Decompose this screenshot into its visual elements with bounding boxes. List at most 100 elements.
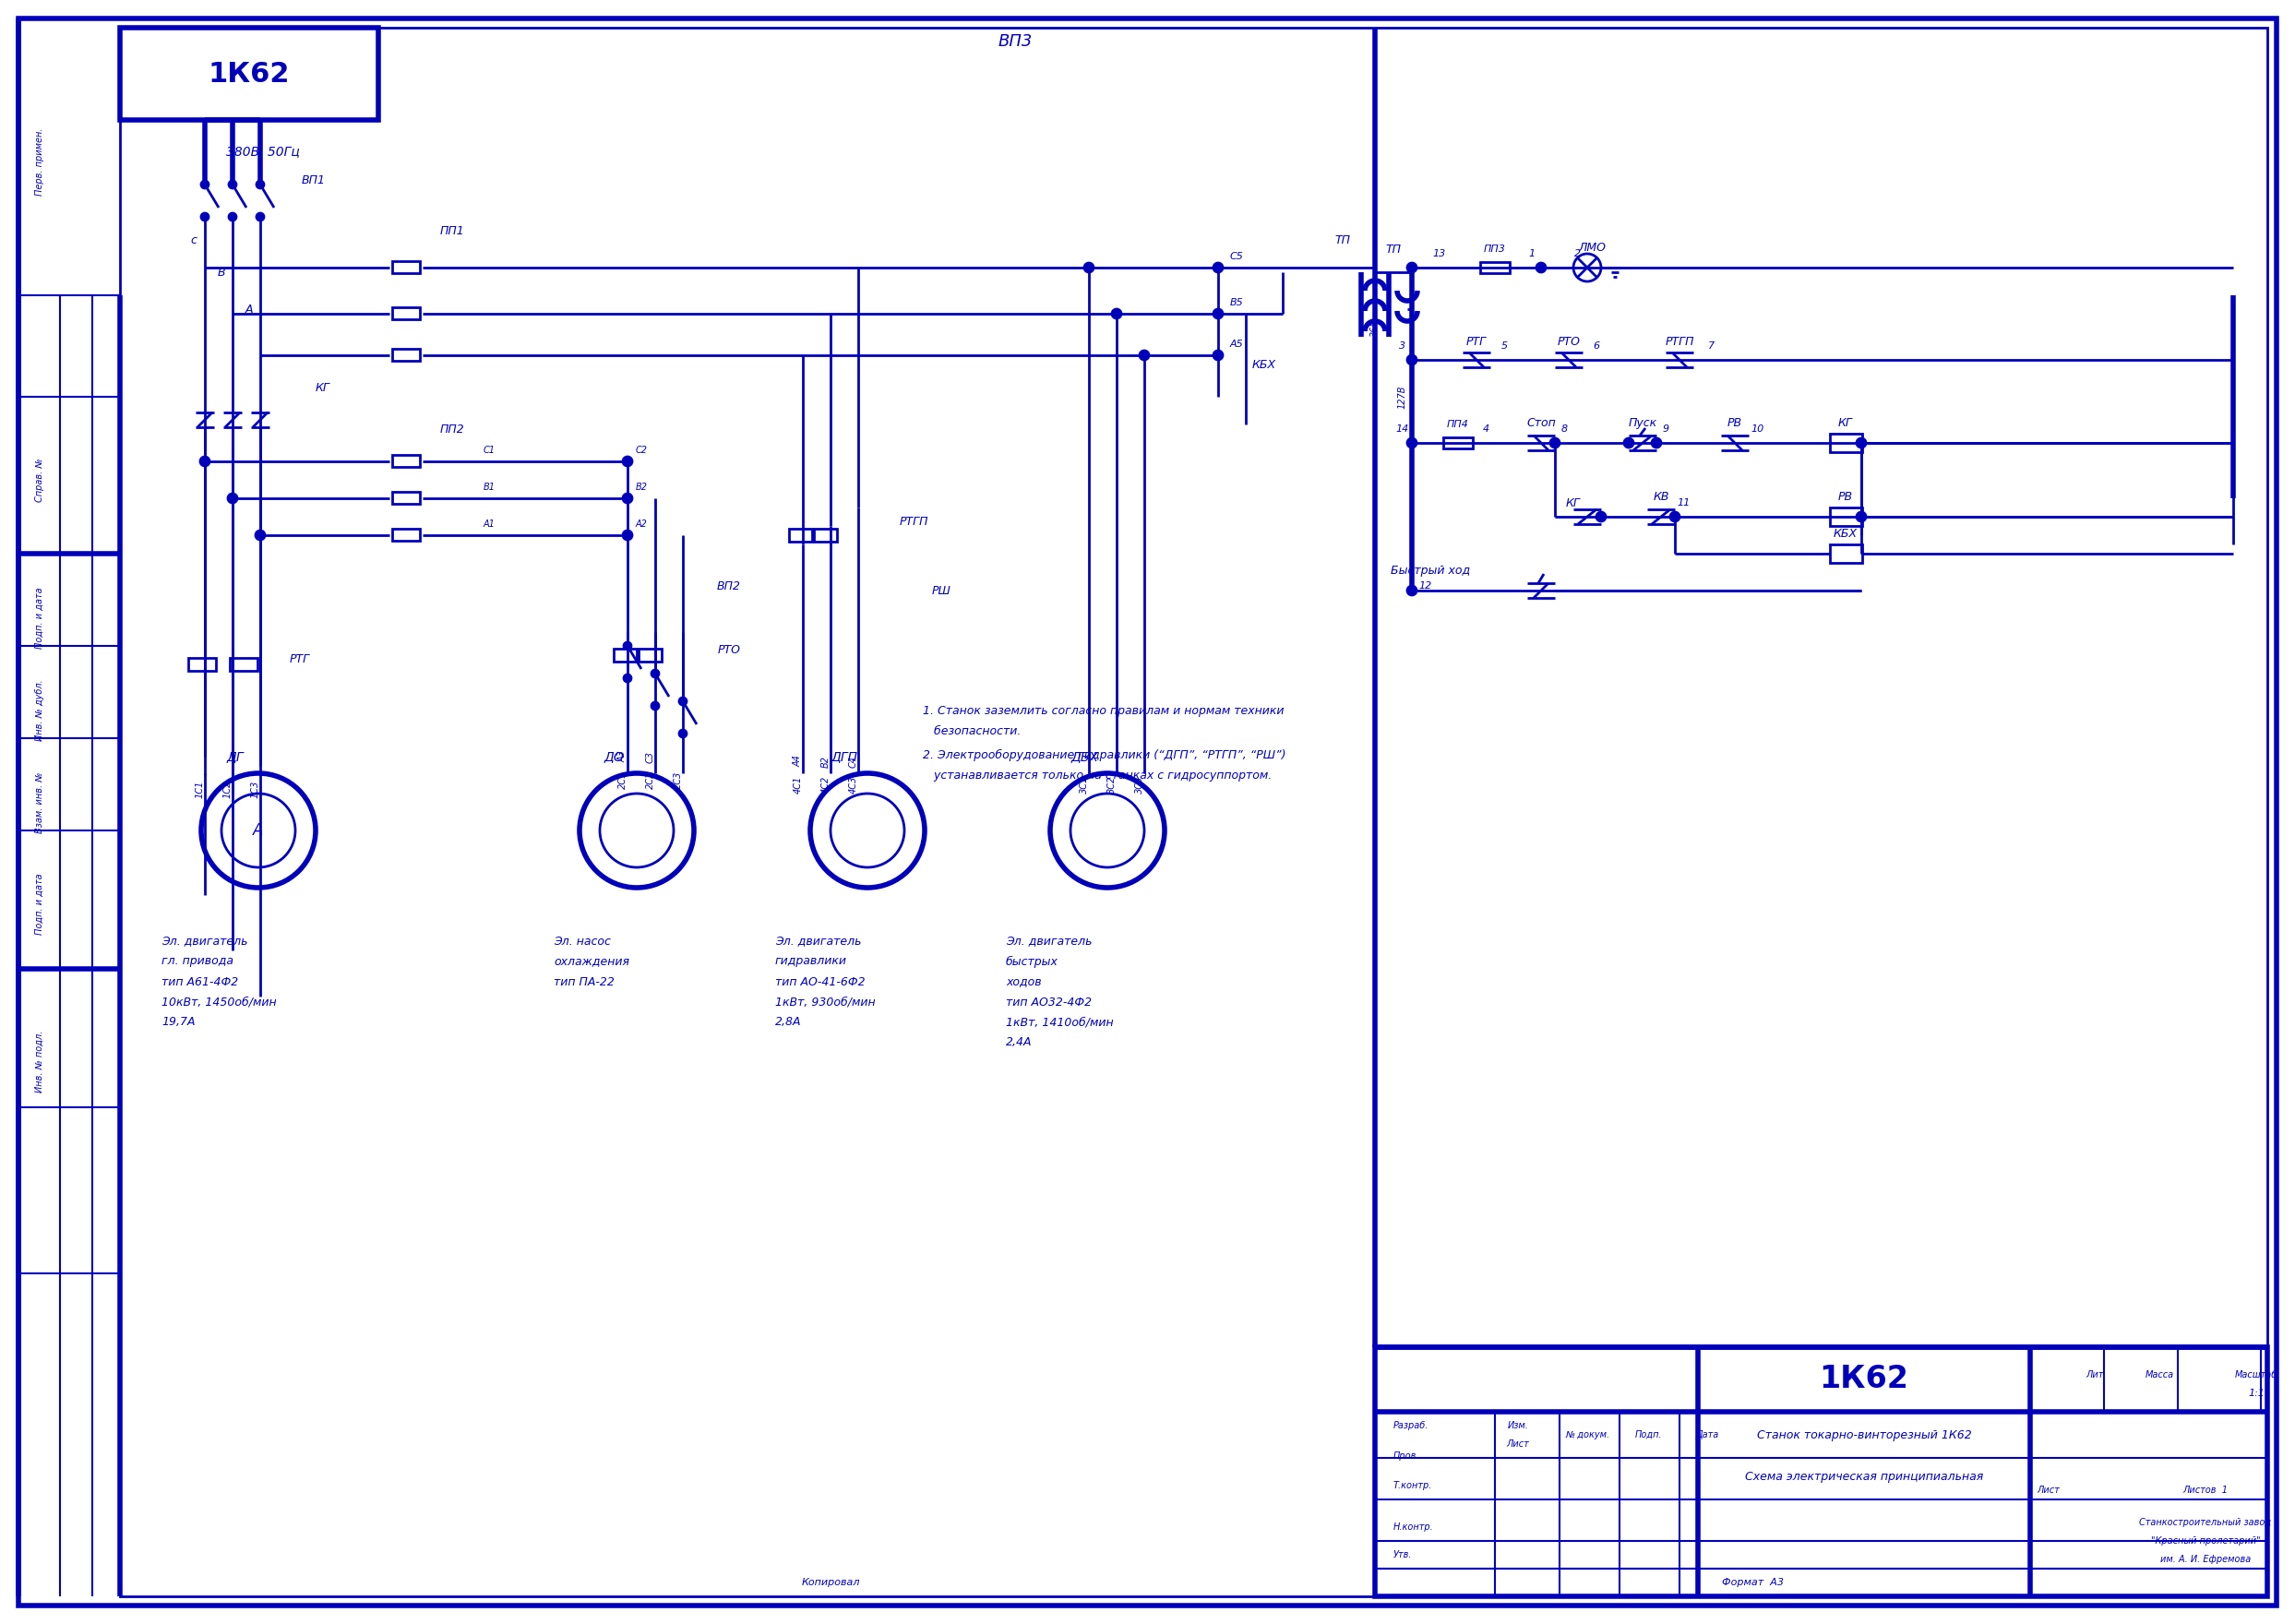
Circle shape	[1407, 438, 1416, 448]
Text: 36В: 36В	[1370, 318, 1379, 336]
Text: A1: A1	[484, 520, 496, 529]
Bar	[392, 529, 420, 541]
Circle shape	[1857, 512, 1866, 521]
Text: Быстрый ход: Быстрый ход	[1391, 564, 1471, 577]
Text: A3: A3	[617, 750, 627, 763]
Text: Подп. и дата: Подп. и дата	[34, 874, 44, 935]
Text: 8: 8	[1561, 424, 1567, 434]
Text: РВ: РВ	[1838, 490, 1852, 502]
Text: 1: 1	[1528, 248, 1535, 258]
Circle shape	[230, 180, 236, 188]
Text: Пуск: Пуск	[1627, 417, 1657, 429]
Text: Копировал: Копировал	[801, 1579, 861, 1587]
Circle shape	[581, 773, 693, 888]
Text: Масса: Масса	[2146, 1371, 2173, 1379]
Text: Эл. двигатель: Эл. двигатель	[1005, 935, 1092, 947]
Text: Взам. инв. №: Взам. инв. №	[34, 771, 44, 833]
Circle shape	[652, 669, 659, 677]
Circle shape	[1625, 438, 1634, 448]
Text: РТО: РТО	[718, 643, 741, 656]
Text: C2: C2	[636, 445, 647, 455]
Text: 4C1: 4C1	[794, 775, 803, 793]
Text: 2C1: 2C1	[617, 771, 627, 789]
Text: 4: 4	[1483, 424, 1489, 434]
Text: 2. Электрооборудование гидравлики (“ДГП”, “РТГП”, “РШ”): 2. Электрооборудование гидравлики (“ДГП”…	[923, 749, 1285, 760]
Text: устанавливается только на станках с гидросуппортом.: устанавливается только на станках с гидр…	[923, 770, 1271, 781]
Bar	[392, 349, 420, 361]
Circle shape	[1069, 794, 1145, 867]
Bar	[613, 648, 636, 661]
Bar	[230, 658, 257, 671]
Text: "Красный пролетарий": "Красный пролетарий"	[2150, 1536, 2261, 1546]
Text: ПП4: ПП4	[1448, 421, 1469, 429]
Text: 127В: 127В	[1398, 385, 1407, 409]
Text: гл. привода: гл. привода	[161, 955, 234, 968]
Bar	[392, 261, 420, 273]
Circle shape	[599, 794, 675, 867]
Text: 1К62: 1К62	[209, 60, 289, 88]
Text: ПП1: ПП1	[441, 224, 464, 237]
Text: Станок токарно-винторезный 1К62: Станок токарно-винторезный 1К62	[1756, 1429, 1971, 1440]
Text: 1. Станок заземлить согласно правилам и нормам техники: 1. Станок заземлить согласно правилам и …	[923, 705, 1285, 716]
Bar	[119, 28, 379, 120]
Circle shape	[622, 494, 631, 503]
Circle shape	[1214, 263, 1223, 273]
Circle shape	[227, 494, 236, 503]
Circle shape	[202, 773, 317, 888]
Text: ПП2: ПП2	[441, 424, 464, 435]
Text: РШ: РШ	[932, 585, 950, 596]
Text: B2: B2	[822, 755, 831, 767]
Text: C3: C3	[645, 750, 654, 763]
Text: Дата: Дата	[1696, 1431, 1719, 1439]
Bar	[392, 307, 420, 320]
Text: Утв.: Утв.	[1393, 1551, 1411, 1559]
Text: ДО: ДО	[604, 750, 624, 763]
Circle shape	[679, 698, 686, 705]
Text: 5: 5	[1501, 341, 1508, 351]
Circle shape	[1407, 586, 1416, 594]
Bar	[1480, 261, 1510, 273]
Text: Лист: Лист	[2038, 1486, 2061, 1494]
Text: Инв. № подл.: Инв. № подл.	[34, 1030, 44, 1093]
Text: 7: 7	[1707, 341, 1714, 351]
Text: РТО: РТО	[1558, 336, 1581, 348]
Text: КГ: КГ	[317, 382, 330, 393]
Text: РВ: РВ	[1728, 417, 1742, 429]
Text: 2: 2	[1574, 248, 1581, 258]
Text: 1:1: 1:1	[2247, 1389, 2265, 1398]
Text: Эл. двигатель: Эл. двигатель	[776, 935, 861, 947]
Text: c: c	[190, 234, 197, 245]
Text: A5: A5	[1230, 339, 1244, 349]
Text: тип А61-4Ф2: тип А61-4Ф2	[161, 976, 239, 987]
Circle shape	[1051, 773, 1164, 888]
Text: 19,7А: 19,7А	[161, 1017, 195, 1028]
Circle shape	[200, 456, 209, 466]
Text: Т.контр.: Т.контр.	[1393, 1481, 1432, 1491]
Text: ТП: ТП	[1386, 244, 1402, 255]
Text: Подп. и дата: Подп. и дата	[34, 588, 44, 650]
Text: 2C3: 2C3	[675, 771, 684, 789]
Text: 2,8А: 2,8А	[776, 1017, 801, 1028]
Circle shape	[679, 729, 686, 737]
Text: Инв. № дубл.: Инв. № дубл.	[34, 680, 44, 741]
Text: Изм.: Изм.	[1508, 1421, 1528, 1431]
Bar	[1829, 507, 1861, 526]
Circle shape	[1652, 438, 1662, 448]
Text: A4: A4	[794, 755, 803, 767]
Circle shape	[622, 531, 631, 539]
Text: C4: C4	[849, 755, 858, 767]
Text: Подп.: Подп.	[1636, 1431, 1662, 1439]
Text: Листов  1: Листов 1	[2183, 1486, 2228, 1494]
Bar	[638, 648, 661, 661]
Text: 1C1: 1C1	[195, 780, 204, 797]
Circle shape	[257, 180, 264, 188]
Circle shape	[1857, 438, 1866, 448]
Text: Схема электрическая принципиальная: Схема электрическая принципиальная	[1744, 1470, 1983, 1483]
Text: 2,4А: 2,4А	[1005, 1036, 1033, 1049]
Text: 3C2: 3C2	[1108, 775, 1118, 793]
Text: Пров.: Пров.	[1393, 1452, 1421, 1460]
Text: КБХ: КБХ	[1253, 359, 1276, 370]
Text: Эл. двигатель: Эл. двигатель	[161, 935, 248, 947]
Text: ходов: ходов	[1005, 976, 1042, 987]
Text: ВП1: ВП1	[301, 174, 326, 185]
